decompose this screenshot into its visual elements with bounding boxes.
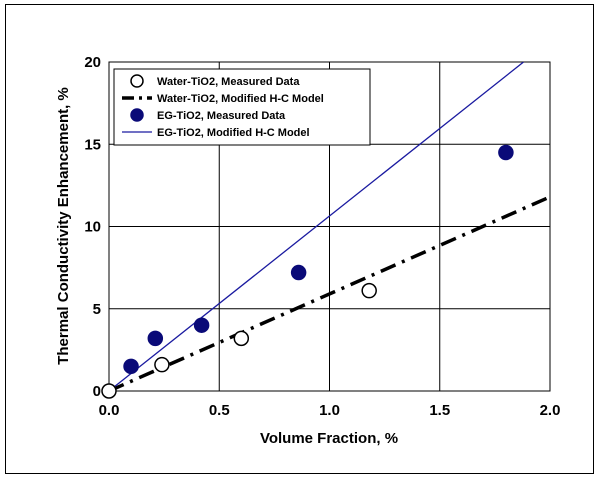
data-point [498,144,514,161]
y-tick-label: 20 [84,54,101,71]
series-line-1 [109,195,550,391]
data-point [147,330,164,347]
series-line-3 [109,62,524,391]
data-point [123,358,139,375]
chart-svg: 0.0 0.5 1.0 1.5 2.0 0 5 10 15 20 Volume Fraction… [55,54,561,447]
y-tick-label: 10 [84,219,101,236]
legend-box [113,68,371,146]
chart-frame: 0.0 0.5 1.0 1.5 2.0 0 5 10 15 20 Volume Fraction… [5,4,594,474]
y-tick-label: 0 [93,383,101,400]
x-tick-label: 1.5 [429,402,450,419]
y-tick-label: 5 [93,301,101,318]
x-tick-label: 0.0 [99,402,120,419]
data-point [193,317,210,333]
data-point [361,282,377,299]
data-point [154,356,170,373]
y-tick-label: 15 [84,136,101,153]
data-point [101,383,117,399]
data-point [290,264,307,281]
legend-label-3: EG-TiO2, Modified H-C Model [157,127,310,139]
x-axis-title: Volume Fraction, % [260,430,398,447]
legend-marker-2 [130,108,144,122]
legend: Water-TiO2, Measured Data Water-TiO2, Mod… [113,68,371,146]
legend-marker-0 [130,74,144,88]
plot-border [108,61,551,392]
x-axis-ticks: 0.0 0.5 1.0 1.5 2.0 [99,402,561,419]
data-point [233,330,250,347]
x-tick-label: 2.0 [540,402,561,419]
series-layer [109,62,550,391]
marker-layer [101,144,514,399]
legend-label-0: Water-TiO2, Measured Data [157,76,300,88]
legend-label-1: Water-TiO2, Modified H-C Model [157,93,324,105]
x-tick-label: 0.5 [209,402,230,419]
y-axis-ticks: 0 5 10 15 20 [84,54,101,400]
y-axis-title: Thermal Conductivity Enhancement, % [55,87,72,365]
x-tick-label: 1.0 [319,402,340,419]
legend-label-2: EG-TiO2, Measured Data [157,110,286,122]
